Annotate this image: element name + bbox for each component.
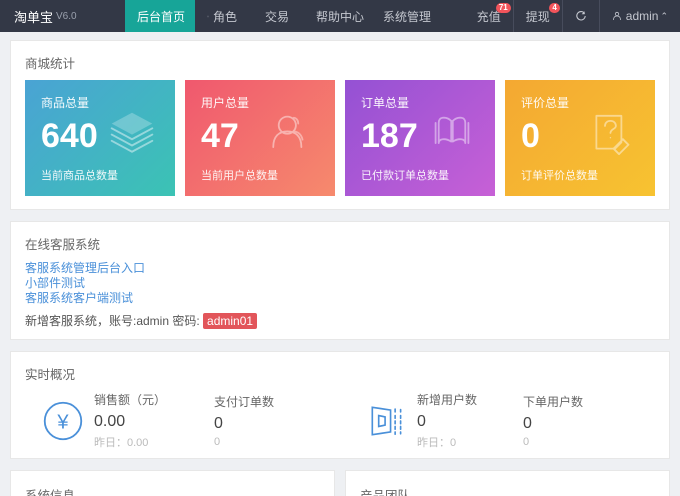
svg-text:¥: ¥ [56,411,69,433]
